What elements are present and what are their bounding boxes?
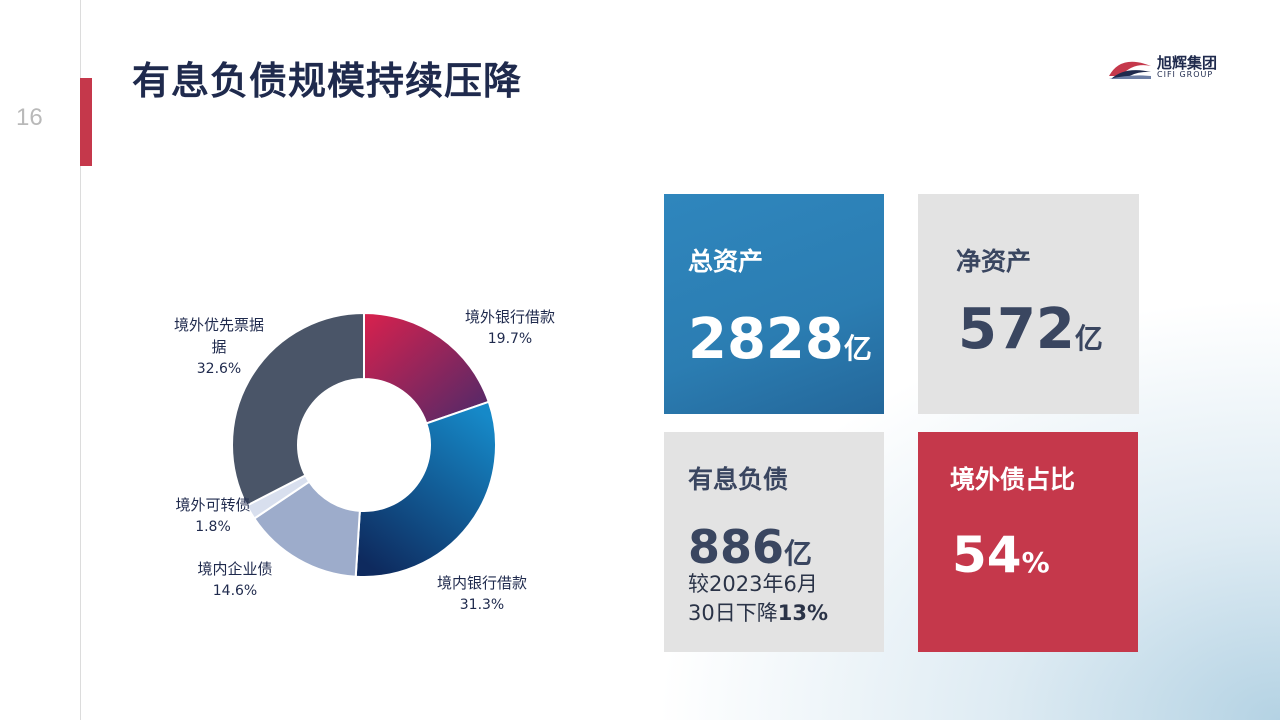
- slice-offshore-bank-loans: [363, 311, 491, 425]
- value-unit: %: [1021, 546, 1050, 579]
- category-name: 境内银行借款: [436, 574, 527, 592]
- category-name: 境外银行借款: [464, 308, 555, 326]
- debt-structure-donut-chart: [231, 311, 497, 578]
- page-number: 16: [16, 104, 43, 131]
- value-label: 1.8%: [195, 519, 231, 535]
- logo-name-en: CIFI GROUP: [1157, 70, 1214, 79]
- note-line-2: 30日下降13%: [688, 599, 828, 628]
- card-net-assets: 净资产 572亿: [918, 194, 1139, 414]
- category-name: 境外优先票据: [173, 316, 264, 334]
- note-percent: 13%: [777, 601, 828, 625]
- label-offshore-senior-notes: 境外优先票据据 32.6%: [160, 314, 278, 380]
- card-offshore-debt-share: 境外债占比 54%: [918, 432, 1138, 652]
- label-onshore-bank-loans: 境内银行借款 31.3%: [420, 572, 544, 616]
- card-label: 净资产: [956, 247, 1032, 276]
- card-label: 总资产: [688, 247, 764, 276]
- card-note: 较2023年6月 30日下降13%: [688, 570, 828, 628]
- category-name: 境内企业债: [197, 560, 273, 578]
- card-label: 有息负债: [688, 465, 789, 494]
- value-label: 14.6%: [212, 583, 258, 599]
- label-offshore-convertible-bonds: 境外可转债 1.8%: [158, 494, 268, 538]
- card-value: 886亿: [688, 524, 812, 570]
- card-total-assets: 总资产 2828亿: [664, 194, 884, 414]
- value-number: 572: [958, 297, 1075, 362]
- note-prefix: 30日下降: [688, 601, 778, 625]
- value-number: 886: [688, 520, 785, 574]
- slice-onshore-bank-loans: [354, 400, 497, 578]
- card-value: 572亿: [958, 302, 1103, 358]
- left-divider: [80, 0, 81, 720]
- value-label: 32.6%: [196, 361, 242, 377]
- slice-offshore-senior-notes: [231, 311, 365, 508]
- value-number: 54: [952, 526, 1022, 584]
- card-value: 2828亿: [688, 312, 872, 368]
- accent-bar: [80, 78, 92, 166]
- label-onshore-corporate-bonds: 境内企业债 14.6%: [180, 558, 290, 602]
- company-logo: 旭辉集团 CIFI GROUP: [1107, 50, 1227, 82]
- card-label: 境外债占比: [950, 465, 1076, 494]
- category-name: 境外可转债: [175, 496, 251, 514]
- logo-name-cn: 旭辉集团: [1157, 54, 1218, 72]
- value-unit: 亿: [1074, 322, 1103, 355]
- value-label: 19.7%: [487, 331, 533, 347]
- logo-mountain-icon: [1109, 61, 1151, 79]
- value-number: 2828: [688, 307, 844, 372]
- card-value: 54%: [952, 530, 1050, 580]
- label-offshore-bank-loans: 境外银行借款 19.7%: [450, 306, 570, 350]
- page-title: 有息负债规模持续压降: [132, 59, 523, 103]
- category-name: 据: [211, 338, 227, 356]
- card-interest-bearing-debt: 有息负债 886亿 较2023年6月 30日下降13%: [664, 432, 884, 652]
- note-line-1: 较2023年6月: [688, 572, 818, 596]
- value-unit: 亿: [784, 537, 813, 570]
- value-unit: 亿: [843, 332, 872, 365]
- value-label: 31.3%: [459, 597, 505, 613]
